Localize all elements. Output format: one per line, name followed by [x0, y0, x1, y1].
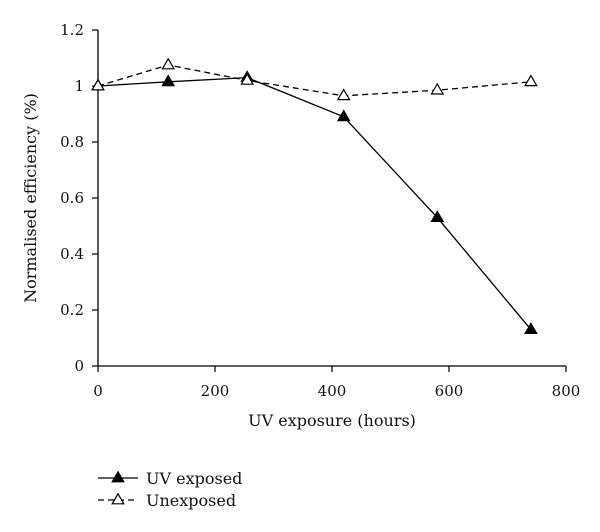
legend-item: Unexposed	[98, 491, 236, 510]
y-tick-label: 1.2	[60, 21, 84, 39]
series-line	[97, 76, 532, 331]
data-point	[240, 73, 255, 85]
y-axis-title: Normalised efficiency (%)	[21, 93, 40, 303]
legend-label: UV exposed	[146, 469, 242, 488]
y-tick-label: 0	[74, 357, 84, 375]
y-tick-label: 0.6	[60, 189, 84, 207]
legend-item: UV exposed	[98, 469, 242, 488]
x-tick-label: 600	[435, 382, 464, 400]
legend-label: Unexposed	[146, 491, 236, 510]
data-point	[430, 82, 445, 95]
x-ticks: 0 200 400 600 800	[93, 366, 580, 400]
y-ticks: 0 0.2 0.4 0.6 0.8 1 1.2	[60, 21, 98, 375]
x-tick-label: 200	[201, 382, 230, 400]
data-point	[336, 109, 351, 122]
data-point	[161, 74, 176, 87]
y-tick-label: 1	[74, 77, 84, 95]
data-point	[524, 74, 538, 87]
data-point	[91, 78, 105, 91]
y-tick-label: 0.2	[60, 301, 84, 319]
x-tick-label: 400	[318, 382, 347, 400]
legend-marker	[111, 492, 125, 505]
legend-marker	[111, 470, 125, 483]
data-point	[430, 210, 445, 222]
series-layer	[91, 57, 538, 334]
series-unexposed	[91, 57, 538, 101]
legend: UV exposed Unexposed	[98, 469, 242, 510]
x-tick-label: 0	[93, 382, 103, 400]
series-uv-exposed	[91, 70, 538, 334]
data-point	[336, 88, 351, 101]
x-axis-title: UV exposure (hours)	[248, 411, 416, 430]
data-point	[524, 322, 538, 334]
y-tick-label: 0.8	[60, 133, 84, 151]
data-point	[161, 57, 176, 70]
x-tick-label: 800	[552, 382, 581, 400]
series-line	[97, 64, 531, 97]
y-tick-label: 0.4	[60, 245, 84, 263]
